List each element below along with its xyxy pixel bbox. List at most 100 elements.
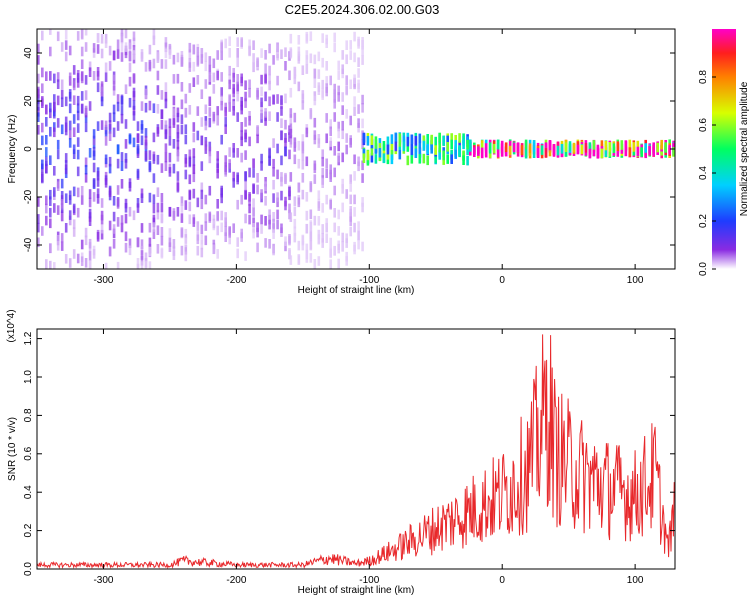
spectrogram-cell [524,148,528,159]
spectrogram-cell [192,164,196,174]
spectrogram-cell [72,249,76,259]
spectrogram-cell [305,249,309,260]
spectrogram-cell [313,117,317,128]
spectrogram-cell [144,150,148,161]
spectrogram-cell [104,126,108,137]
spectrogram-cell [41,135,44,146]
spectrogram-cell [548,140,552,151]
spectrogram-cell [220,95,223,106]
spectrogram-cell [357,39,360,49]
spectrogram-cell [524,139,528,150]
spectrogram-cell [636,146,640,157]
spectrogram-y-tick-label: 40 [23,47,34,59]
spectrogram-cell [333,245,336,256]
spectrogram-cell [49,46,52,57]
spectrogram-cell [140,256,144,266]
spectrogram-cell [212,111,216,122]
spectrogram-cell [256,184,259,195]
spectrogram-cell [301,189,305,200]
spectrogram-cell [80,73,84,84]
spectrogram-cell [148,100,152,111]
spectrogram-cell [180,82,184,92]
spectrogram-cell [120,52,124,62]
spectrogram-cell [68,215,72,226]
spectrogram-cell [41,122,44,133]
spectrogram-cell [260,86,263,97]
spectrogram-cell [276,75,279,86]
spectrogram-cell [556,145,560,156]
spectrogram-cell [148,150,152,160]
spectrogram-cell [132,87,136,98]
spectrogram-cell [112,86,116,96]
spectrogram-cell [236,74,239,84]
spectrogram-cell [462,139,465,150]
spectrogram-cell [620,140,624,150]
spectrogram-cell [256,57,259,67]
spectrogram-cell [357,104,360,114]
spectrogram-cell [216,115,219,126]
spectrogram-cell [37,112,40,122]
spectrogram-frame [36,28,676,270]
spectrogram-cell [228,102,231,112]
spectrogram-cell [329,259,332,269]
spectrogram-cell [160,227,164,237]
spectrogram-cell [196,245,200,256]
spectrogram-cell [345,109,348,119]
spectrogram-cell [160,248,164,259]
spectrogram-cell [268,96,271,107]
snr-y-tick-label: 0.2 [23,523,34,537]
spectrogram-cell [656,142,659,153]
spectrogram-cell [252,53,255,63]
spectrogram-cell [301,234,305,245]
spectrogram-cell [140,239,144,249]
spectrogram-cell [236,57,239,68]
spectrogram-cell [49,260,52,269]
spectrogram-cell [272,94,275,105]
spectrogram-cell [184,200,188,210]
spectrogram-cell [120,96,124,106]
spectrogram-cell [176,181,180,191]
spectrogram-cell [120,42,124,52]
spectrogram-cell [536,148,540,158]
spectrogram-cell [116,261,120,269]
spectrogram-cell [333,146,336,156]
spectrogram-cell [297,46,301,57]
spectrogram-cell [56,139,60,150]
spectrogram-cell [228,65,231,76]
spectrogram-cell [313,174,317,184]
spectrogram-cell [64,40,68,50]
spectrogram-cell [172,54,176,65]
spectrogram-cell [353,52,356,63]
spectrogram-cell [410,134,414,145]
spectrogram-cell [272,193,275,203]
spectrogram-cell [309,53,313,64]
spectrogram-cell [325,218,328,228]
spectrogram-cell [252,40,255,50]
spectrogram-cell [426,155,429,166]
spectrogram-cell [297,240,301,251]
spectrogram-cell [68,45,72,56]
spectrogram-cell [148,246,152,257]
spectrogram-cell [92,43,96,53]
spectrogram-cell [608,147,612,157]
spectrogram-cell [301,159,305,170]
spectrogram-cell [321,33,324,43]
spectrogram-cell [353,222,356,233]
spectrogram-cell [188,214,192,225]
spectrogram-cell [248,46,251,57]
spectrogram-cell [333,222,336,233]
spectrogram-cell [313,215,317,226]
snr-y-tick-label: 0.0 [23,562,34,576]
spectrogram-cell [268,214,271,225]
spectrogram-cell [608,142,612,152]
spectrogram-cell [240,194,243,205]
spectrogram-cell [345,256,348,266]
spectrogram-cell [236,174,239,185]
spectrogram-cell [349,79,352,90]
spectrogram-cell [329,237,332,248]
spectrogram-cell [96,188,100,198]
spectrogram-cell [100,81,104,91]
spectrogram-cell [264,216,267,226]
spectrogram-cell [104,62,108,73]
snr-y-multiplier: (x10^4) [6,309,17,342]
